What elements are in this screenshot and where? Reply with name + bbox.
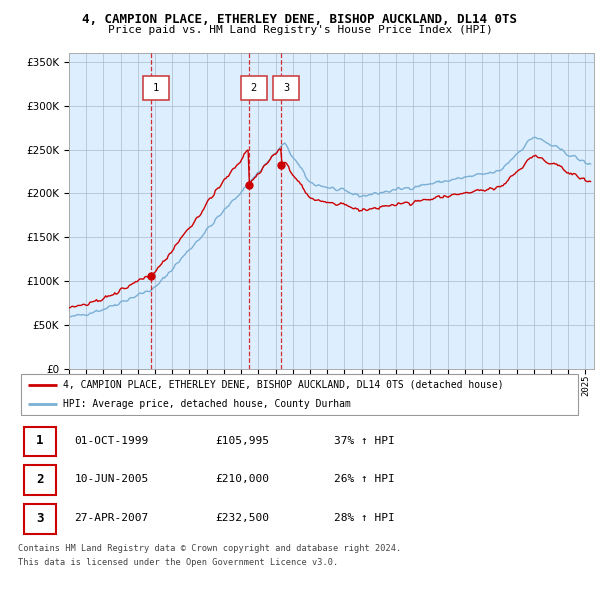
Text: 3: 3 xyxy=(283,83,289,93)
Text: £210,000: £210,000 xyxy=(215,474,269,484)
Bar xyxy=(23,504,56,534)
Text: Price paid vs. HM Land Registry's House Price Index (HPI): Price paid vs. HM Land Registry's House … xyxy=(107,25,493,35)
Bar xyxy=(23,427,56,457)
Text: Contains HM Land Registry data © Crown copyright and database right 2024.: Contains HM Land Registry data © Crown c… xyxy=(18,544,401,553)
Text: This data is licensed under the Open Government Licence v3.0.: This data is licensed under the Open Gov… xyxy=(18,558,338,566)
Text: 4, CAMPION PLACE, ETHERLEY DENE, BISHOP AUCKLAND, DL14 0TS: 4, CAMPION PLACE, ETHERLEY DENE, BISHOP … xyxy=(83,13,517,26)
Text: 10-JUN-2005: 10-JUN-2005 xyxy=(74,474,149,484)
Text: 2: 2 xyxy=(36,473,44,486)
Text: £232,500: £232,500 xyxy=(215,513,269,523)
Text: 26% ↑ HPI: 26% ↑ HPI xyxy=(334,474,395,484)
FancyBboxPatch shape xyxy=(21,374,578,415)
Text: 3: 3 xyxy=(36,512,44,525)
Text: 1: 1 xyxy=(153,83,159,93)
Text: HPI: Average price, detached house, County Durham: HPI: Average price, detached house, Coun… xyxy=(63,399,351,409)
Text: 28% ↑ HPI: 28% ↑ HPI xyxy=(334,513,395,523)
Bar xyxy=(23,466,56,495)
Bar xyxy=(143,76,169,100)
Text: 1: 1 xyxy=(36,434,44,447)
Bar xyxy=(274,76,299,100)
Bar xyxy=(241,76,267,100)
Text: 2: 2 xyxy=(251,83,257,93)
Text: 27-APR-2007: 27-APR-2007 xyxy=(74,513,149,523)
Text: 37% ↑ HPI: 37% ↑ HPI xyxy=(334,435,395,445)
Text: 4, CAMPION PLACE, ETHERLEY DENE, BISHOP AUCKLAND, DL14 0TS (detached house): 4, CAMPION PLACE, ETHERLEY DENE, BISHOP … xyxy=(63,380,504,390)
Text: 01-OCT-1999: 01-OCT-1999 xyxy=(74,435,149,445)
Text: £105,995: £105,995 xyxy=(215,435,269,445)
